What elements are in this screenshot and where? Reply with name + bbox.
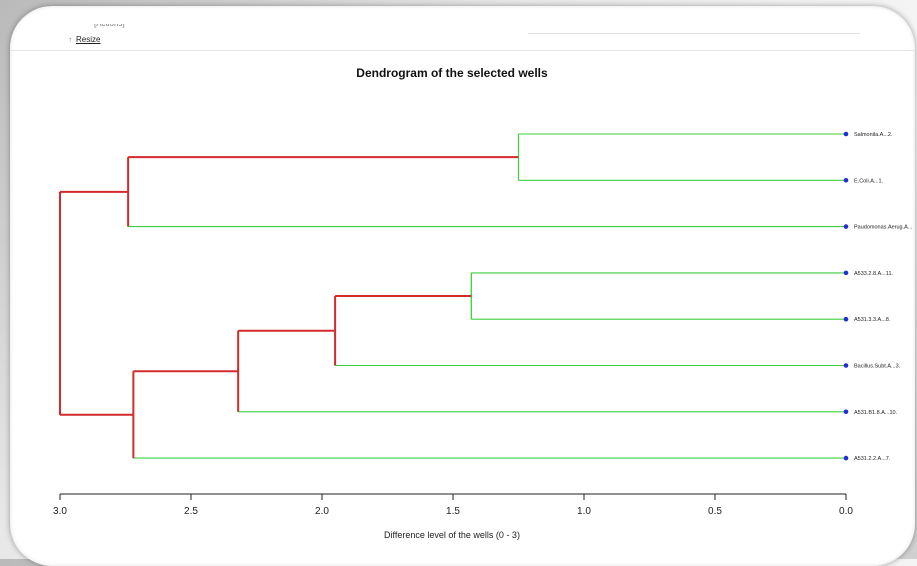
leaf-marker bbox=[843, 224, 849, 229]
resize-link[interactable]: ↑ Resize bbox=[68, 35, 100, 44]
x-tick-label: 2.5 bbox=[184, 506, 198, 517]
x-tick-label: 0.0 bbox=[839, 506, 853, 517]
x-tick-label: 0.5 bbox=[708, 506, 722, 517]
toolbar-cut-text: [Actions] bbox=[94, 19, 125, 28]
leaf-markers: Salmonila.A...2. E.Coli.A...1. Paudomonas.… bbox=[843, 131, 913, 462]
toolbar-divider bbox=[528, 33, 860, 34]
x-tick-label: 2.0 bbox=[315, 506, 329, 517]
leaf-marker bbox=[843, 316, 849, 322]
leaf-marker bbox=[843, 131, 849, 137]
leaf-label: A531.3.3.A...8. bbox=[854, 317, 891, 323]
x-tick-label: 1.5 bbox=[446, 506, 460, 517]
leaf-marker bbox=[843, 363, 849, 368]
x-axis-label: Difference level of the wells (0 - 3) bbox=[384, 530, 520, 540]
leaf-label: A531.B1.8.A...10. bbox=[854, 410, 898, 416]
leaf-label: Salmonila.A...2. bbox=[854, 132, 893, 138]
leaf-label: A531.2.2.A...7. bbox=[854, 456, 891, 462]
resize-handle-icon: ↑ bbox=[68, 35, 72, 44]
leaf-label: Paudomonas.Aerug.A... bbox=[854, 225, 913, 231]
x-tick-label: 1.0 bbox=[577, 506, 591, 517]
x-axis: 3.0 2.5 2.0 1.5 1.0 0.5 0.0 bbox=[53, 493, 853, 517]
leaf-label: E.Coli.A...1. bbox=[854, 178, 884, 184]
toolbar: [Actions] ↑ Resize bbox=[10, 6, 915, 51]
leaf-label: A533.2.8.A...11. bbox=[854, 271, 894, 277]
leaf-marker bbox=[843, 455, 849, 461]
x-tick-label: 3.0 bbox=[53, 506, 67, 517]
leaf-marker bbox=[843, 409, 849, 415]
chart-title: Dendrogram of the selected wells bbox=[356, 66, 548, 80]
leaf-marker bbox=[843, 178, 849, 183]
leaf-marker bbox=[843, 270, 849, 276]
resize-label: Resize bbox=[76, 35, 101, 44]
dendrogram-branches bbox=[59, 133, 846, 459]
chart-panel: [Actions] ↑ Resize bbox=[10, 6, 915, 566]
leaf-label: Bacillus.Subt.A...3. bbox=[854, 364, 901, 370]
